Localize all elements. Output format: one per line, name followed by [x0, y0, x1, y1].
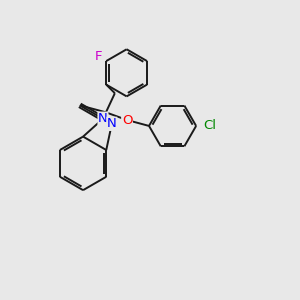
- Text: F: F: [94, 50, 102, 63]
- Text: Cl: Cl: [203, 119, 216, 132]
- Text: N: N: [107, 117, 117, 130]
- Text: O: O: [122, 113, 132, 127]
- Text: N: N: [98, 112, 108, 125]
